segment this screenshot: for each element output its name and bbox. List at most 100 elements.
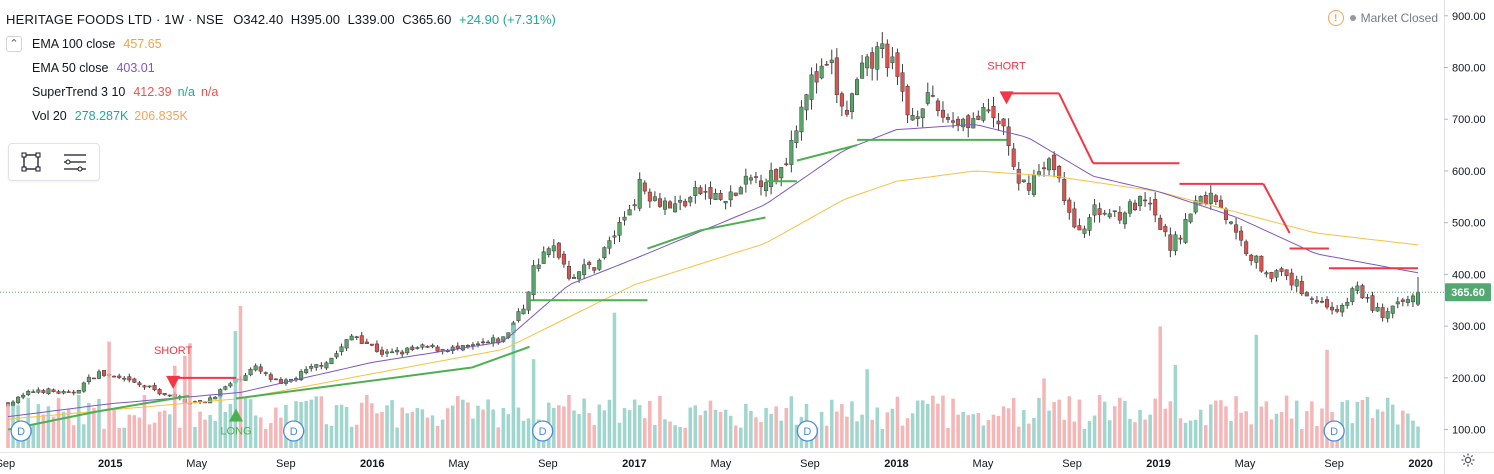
candle-body (1284, 269, 1289, 277)
volume-bar (1355, 401, 1360, 448)
candle-body (1173, 234, 1178, 252)
candle-body (991, 105, 996, 119)
candle-body (304, 369, 309, 374)
y-tick-label: 100.00 (1452, 425, 1486, 437)
candle-body (849, 93, 854, 113)
candle-body (132, 378, 137, 383)
candle-body (1107, 213, 1112, 218)
volume-bar (471, 418, 475, 448)
candle-body (789, 140, 794, 165)
open-value: O342.40 (233, 12, 284, 27)
volume-bar (56, 397, 61, 448)
indicator-supertrend[interactable]: SuperTrend 3 10 412.39 n/a n/a (6, 80, 560, 104)
volume-bar (658, 395, 662, 448)
candle-body (794, 130, 799, 143)
candle-body (1062, 179, 1067, 202)
candle-body (268, 374, 273, 380)
candle-body (491, 337, 496, 344)
candle-body (688, 196, 693, 203)
candle-body (450, 346, 455, 351)
volume-bar (996, 415, 1001, 448)
candle-body (597, 259, 602, 270)
candle-body (844, 109, 849, 115)
volume-bar (981, 425, 986, 448)
candle-body (1016, 168, 1021, 184)
candle-body (718, 193, 723, 200)
candle-body (870, 52, 875, 69)
candle-body (86, 376, 91, 383)
volume-bar (1406, 413, 1410, 448)
x-tick-label: 2018 (884, 458, 908, 470)
candle-body (784, 163, 789, 165)
candle-body (728, 191, 733, 201)
volume-bar (1113, 406, 1117, 448)
candle-body (390, 351, 395, 354)
candle-body (117, 375, 122, 378)
volume-bar (1289, 418, 1294, 448)
volume-bar (824, 425, 829, 448)
candle-body (708, 187, 713, 199)
candle-body (1355, 285, 1360, 291)
candle-body (1319, 301, 1324, 303)
volume-bar (531, 359, 536, 448)
volume-bar (344, 406, 349, 448)
gear-icon[interactable] (1460, 452, 1476, 468)
volume-bar (728, 415, 733, 448)
volume-bar (1198, 409, 1203, 448)
candle-body (577, 271, 582, 280)
symbol-title[interactable]: HERITAGE FOODS LTD · 1W · NSE (6, 12, 224, 27)
candle-body (405, 347, 410, 354)
candle-body (137, 382, 142, 386)
exclamation-icon[interactable]: ! (1327, 10, 1344, 26)
volume-bar (107, 341, 111, 448)
volume-bar (895, 396, 900, 448)
indicator-name: SuperTrend 3 10 (32, 85, 126, 99)
candle-body (1153, 199, 1158, 216)
candle-body (895, 52, 900, 77)
indicator-volume[interactable]: Vol 20 278.287K 206.835K (6, 104, 560, 128)
candle-body (379, 349, 384, 355)
volume-bar (1052, 401, 1056, 448)
candle-body (935, 100, 940, 111)
layers-button[interactable] (53, 144, 97, 180)
volume-bar (931, 395, 935, 448)
volume-bar (1203, 425, 1208, 448)
candle-body (76, 390, 81, 394)
candle-body (1021, 179, 1026, 183)
volume-bar (1123, 400, 1127, 448)
x-tick-label: Sep (800, 458, 820, 470)
volume-bar (1299, 428, 1304, 448)
volume-bar (395, 427, 399, 448)
candle-body (632, 204, 637, 207)
indicator-ema100[interactable]: ⌃ EMA 100 close 457.65 (6, 32, 560, 56)
object-tree-button[interactable] (9, 144, 53, 180)
candle-body (1405, 299, 1410, 303)
volume-bar (835, 411, 839, 448)
volume-bar (425, 417, 430, 448)
volume-bar (405, 413, 410, 448)
volume-bar (491, 409, 495, 448)
volume-bar (678, 426, 682, 448)
indicator-ema50[interactable]: EMA 50 close 403.01 (6, 56, 560, 80)
volume-bar (415, 408, 420, 448)
volume-bar (274, 407, 278, 448)
volume-bar (82, 424, 86, 448)
x-tick-label: 2020 (1408, 458, 1432, 470)
chevron-up-icon[interactable]: ⌃ (6, 36, 22, 52)
candle-body (930, 95, 935, 97)
volume-bar (218, 396, 223, 448)
volume-bar (1249, 424, 1253, 448)
candle-body (551, 245, 556, 252)
candle-body (51, 389, 56, 392)
volume-bar (673, 425, 677, 448)
volume-bar (506, 414, 511, 448)
x-tick-label: 2019 (1146, 458, 1170, 470)
volume-bar (486, 399, 490, 448)
candle-body (435, 346, 440, 352)
volume-bar (435, 425, 440, 448)
ema100-line (7, 170, 1419, 420)
volume-bar (117, 427, 121, 448)
candle-body (915, 116, 920, 120)
candle-body (1325, 299, 1330, 308)
